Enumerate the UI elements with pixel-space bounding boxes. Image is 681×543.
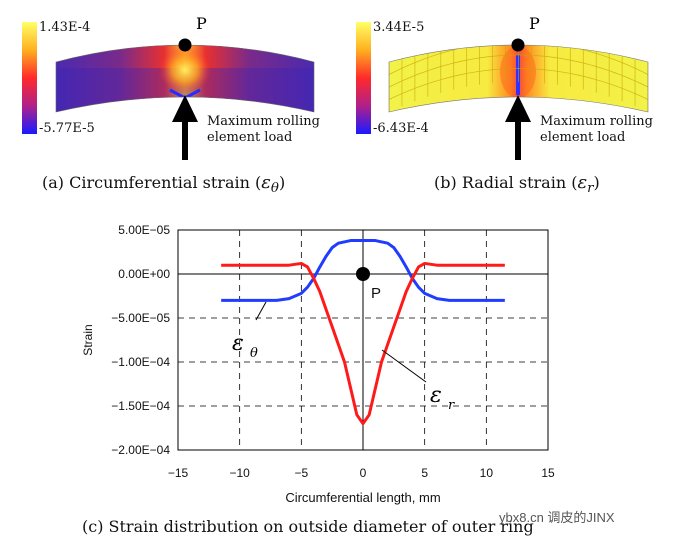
y-tick-label: 5.00E−05 <box>118 223 170 237</box>
y-tick-label: −1.00E−04 <box>111 355 170 369</box>
svg-text:θ: θ <box>250 346 258 361</box>
series-label-eps-theta: ε θ <box>232 301 267 361</box>
series-label-eps-r: ε r <box>381 349 455 413</box>
y-tick-label: −5.00E−05 <box>111 311 170 325</box>
x-tick-label: −10 <box>229 466 250 480</box>
x-tick-label: −5 <box>294 466 308 480</box>
colorbar-a-min: -5.77E-5 <box>39 121 95 136</box>
y-tick-label: −1.50E−04 <box>111 399 170 413</box>
series-line-eps-theta <box>221 239 505 302</box>
chart-point-p-label: P <box>371 285 381 302</box>
caption-b: (b) Radial strain (εr) <box>434 172 600 197</box>
series-line-eps-r <box>221 261 505 426</box>
x-tick-label: −15 <box>168 466 189 480</box>
y-axis-label: Strain <box>81 324 95 355</box>
y-tick-label: 0.00E+00 <box>118 267 170 281</box>
caption-c: (c) Strain distribution on outside diame… <box>82 517 534 536</box>
y-tick-label: −2.00E−04 <box>111 443 170 457</box>
x-tick-label: 15 <box>541 466 555 480</box>
svg-text:r: r <box>448 398 455 413</box>
watermark: ybx8.cn 调皮的JINX <box>499 510 615 525</box>
colorbar-b-min: -6.43E-4 <box>373 121 429 136</box>
caption-a: (a) Circumferential strain (εθ) <box>42 172 286 197</box>
colorbar-a-max: 1.43E-4 <box>39 20 91 35</box>
svg-text:ε: ε <box>430 383 442 408</box>
load-label-b: Maximum rolling element load <box>540 114 653 145</box>
svg-text:ε: ε <box>232 331 244 356</box>
x-tick-label: 10 <box>480 466 494 480</box>
point-label-b: P <box>529 14 540 33</box>
load-label-a: Maximum rolling element load <box>207 114 320 145</box>
colorbar-b-max: 3.44E-5 <box>373 20 425 35</box>
x-tick-label: 0 <box>360 466 367 480</box>
chart-point-p <box>356 267 370 281</box>
x-axis-label: Circumferential length, mm <box>285 490 440 505</box>
x-tick-label: 5 <box>421 466 428 480</box>
point-label-a: P <box>196 14 207 33</box>
